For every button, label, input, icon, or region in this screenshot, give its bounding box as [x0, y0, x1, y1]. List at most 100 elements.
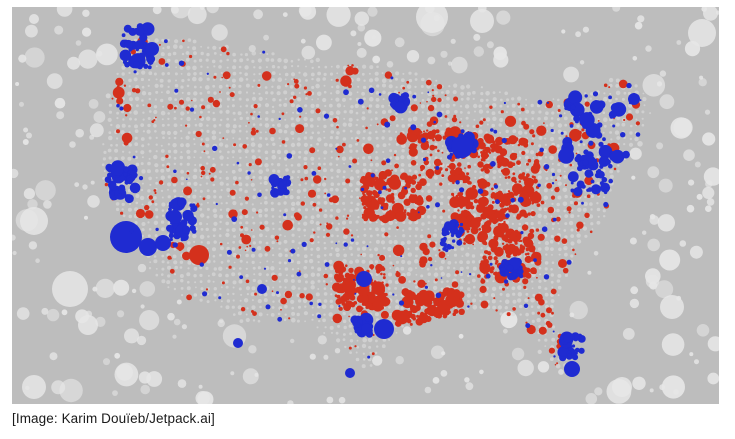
county-dot: [336, 208, 341, 214]
county-dot: [227, 242, 229, 245]
republican-county-bubble: [451, 192, 455, 196]
county-dot: [506, 105, 509, 108]
county-dot: [194, 189, 197, 192]
county-dot: [259, 305, 262, 309]
county-dot: [387, 287, 391, 290]
county-dot: [512, 292, 516, 296]
county-dot: [186, 272, 191, 277]
county-dot: [128, 202, 132, 205]
county-dot: [211, 59, 216, 64]
county-dot: [408, 267, 413, 272]
democrat-county-bubble: [107, 178, 111, 182]
county-dot: [290, 91, 295, 96]
republican-county-bubble: [457, 209, 460, 212]
republican-county-bubble: [345, 264, 348, 268]
county-dot: [342, 181, 346, 186]
county-dot: [609, 92, 612, 95]
county-dot: [557, 195, 562, 200]
county-dot: [348, 246, 353, 251]
county-dot: [544, 202, 546, 205]
county-dot: [335, 247, 340, 253]
republican-county-bubble: [493, 256, 498, 261]
county-dot: [231, 83, 236, 89]
county-dot: [328, 103, 333, 108]
county-dot: [185, 97, 191, 102]
republican-county-bubble: [325, 283, 328, 286]
republican-county-bubble: [176, 242, 185, 251]
county-dot: [172, 254, 177, 259]
county-dot: [271, 52, 275, 56]
county-dot: [558, 228, 561, 230]
republican-county-bubble: [392, 264, 395, 267]
republican-county-bubble: [331, 195, 339, 204]
democrat-county-bubble: [168, 233, 174, 239]
county-dot: [265, 279, 268, 282]
county-dot: [471, 278, 476, 283]
county-dot: [186, 162, 190, 166]
county-dot: [213, 124, 217, 128]
republican-county-bubble: [531, 249, 535, 253]
county-dot: [160, 189, 164, 192]
republican-county-bubble: [536, 203, 541, 208]
county-dot: [224, 144, 229, 148]
republican-county-bubble: [392, 244, 405, 256]
background-bubble: [78, 49, 98, 69]
county-dot: [199, 273, 203, 277]
county-dot: [231, 305, 235, 309]
county-dot: [231, 169, 236, 174]
county-dot: [556, 202, 560, 207]
republican-county-bubble: [511, 193, 515, 198]
county-dot: [167, 52, 172, 57]
county-dot: [193, 104, 198, 109]
county-dot: [388, 305, 391, 309]
democrat-county-bubble: [567, 353, 572, 358]
county-dot: [480, 247, 483, 250]
republican-county-bubble: [550, 288, 557, 295]
republican-county-bubble: [360, 195, 369, 204]
background-bubble: [660, 295, 684, 319]
county-dot: [538, 241, 541, 245]
republican-county-bubble: [178, 99, 185, 105]
county-dot: [192, 39, 197, 44]
county-dot: [543, 195, 548, 200]
county-dot: [173, 44, 178, 49]
county-dot: [259, 182, 262, 185]
county-dot: [570, 254, 574, 258]
county-dot: [361, 72, 365, 76]
county-dot: [167, 149, 172, 154]
background-bubble: [181, 324, 187, 330]
republican-county-bubble: [501, 196, 512, 207]
county-dot: [550, 280, 554, 284]
county-dot: [238, 90, 242, 95]
county-dot: [296, 260, 301, 265]
republican-county-bubble: [417, 279, 426, 288]
republican-county-bubble: [371, 352, 375, 356]
county-dot: [200, 45, 203, 48]
county-dot: [415, 163, 419, 166]
county-dot: [447, 203, 450, 206]
county-dot: [279, 144, 282, 147]
background-bubble: [16, 307, 30, 320]
republican-county-bubble: [158, 180, 164, 185]
county-dot: [375, 272, 379, 276]
county-dot: [330, 240, 334, 244]
county-dot: [207, 279, 211, 283]
background-bubble: [511, 347, 525, 361]
background-bubble: [138, 371, 151, 384]
county-dot: [270, 266, 275, 271]
county-dot: [317, 117, 321, 121]
county-dot: [263, 298, 268, 303]
county-dot: [218, 84, 223, 89]
county-dot: [557, 98, 560, 102]
county-dot: [277, 58, 282, 63]
county-dot: [395, 112, 398, 115]
county-dot: [389, 163, 392, 165]
county-dot: [155, 78, 158, 81]
background-bubble: [35, 258, 40, 263]
county-dot: [246, 261, 249, 264]
county-dot: [369, 364, 373, 367]
county-dot: [297, 58, 300, 61]
county-dot: [252, 241, 256, 245]
republican-county-bubble: [439, 182, 443, 186]
county-dot: [474, 110, 476, 113]
